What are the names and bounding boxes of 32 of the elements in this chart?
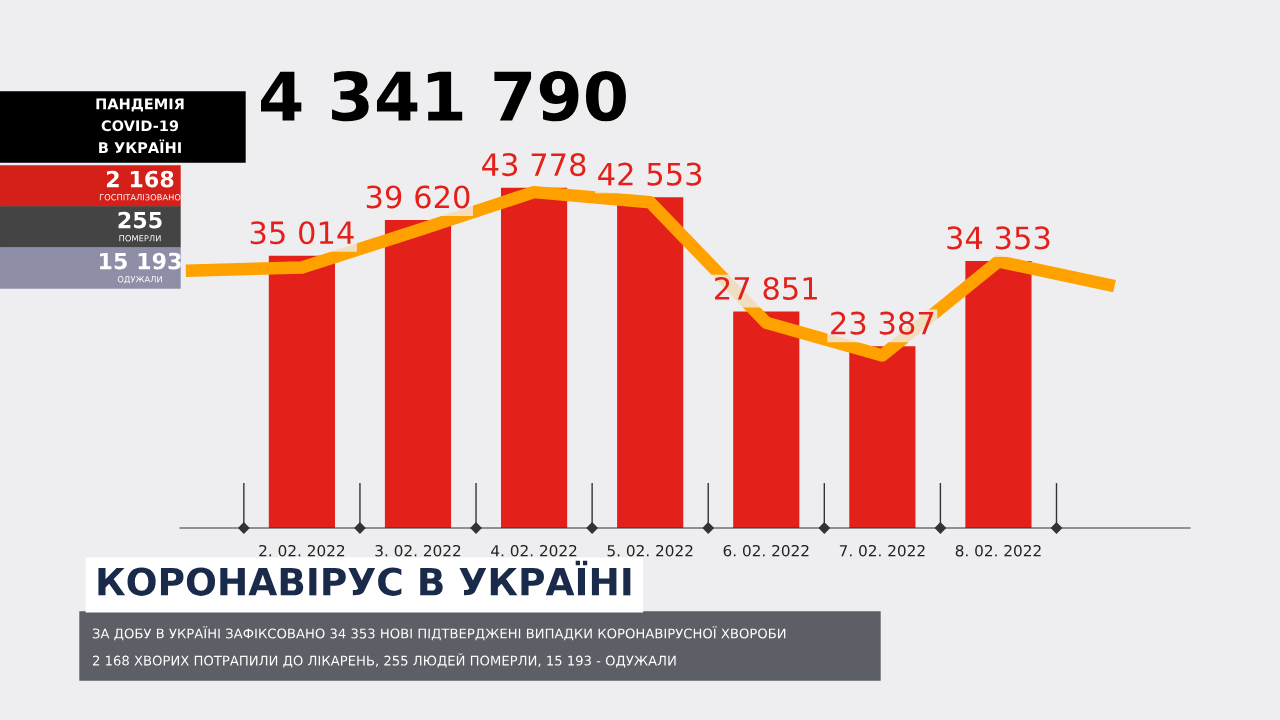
text: 2 168 — [106, 170, 174, 188]
text: 2 168 ХВОРИХ ПОТРАПИЛИ ДО ЛІКАРЕНЬ, 255 ЛЮДЕЙ ПОМЕРЛИ, 15 193 - ОДУЖАЛИ — [92, 653, 676, 668]
bar — [617, 197, 684, 528]
text: ОДУЖАЛИ — [117, 276, 162, 284]
x-tick-label: 4. 02. 2022 — [491, 544, 577, 557]
data-label: 23 387 — [831, 311, 934, 335]
annotation: 15 193 — [99, 252, 181, 270]
bar — [268, 255, 335, 528]
data-label: 34 353 — [947, 226, 1050, 250]
bar — [384, 219, 452, 528]
data-label: 35 014 — [250, 221, 354, 245]
x-tick-label: 2. 02. 2022 — [259, 544, 345, 557]
x-tick-label: 7. 02. 2022 — [839, 544, 925, 557]
x-tick-label: 3. 02. 2022 — [375, 544, 461, 557]
data-label: 42 553 — [598, 162, 702, 186]
text: 255 — [118, 211, 162, 229]
text: КОРОНАВІРУС В УКРАЇНІ — [98, 560, 631, 596]
bar — [733, 311, 800, 528]
x-tick-label: 8. 02. 2022 — [955, 544, 1041, 557]
text: 4 341 790 — [261, 70, 626, 122]
bar — [849, 346, 916, 528]
chart-subtitle: ПАНДЕМІЯ COVID-19 В УКРАЇНІ — [96, 98, 184, 153]
x-tick-label: 6. 02. 2022 — [723, 544, 809, 557]
text: ПОМЕРЛИ — [119, 235, 161, 242]
x-tick-label: 5. 02. 2022 — [607, 544, 693, 557]
data-label: 39 620 — [366, 185, 470, 209]
text: ЗА ДОБУ В УКРАЇНІ ЗАФІКСОВАНО 34 353 НОВІ ПІДТВЕРДЖЕНІ ВИПАДКИ КОРОНАВІРУСНОЇ ХВОРОБИ — [92, 626, 786, 641]
data-label: 43 778 — [482, 153, 586, 177]
data-label: 27 851 — [715, 276, 817, 300]
bar — [965, 260, 1032, 528]
bar — [500, 187, 568, 528]
annotation: ГОСПІТАЛІЗОВАНО — [99, 194, 181, 201]
